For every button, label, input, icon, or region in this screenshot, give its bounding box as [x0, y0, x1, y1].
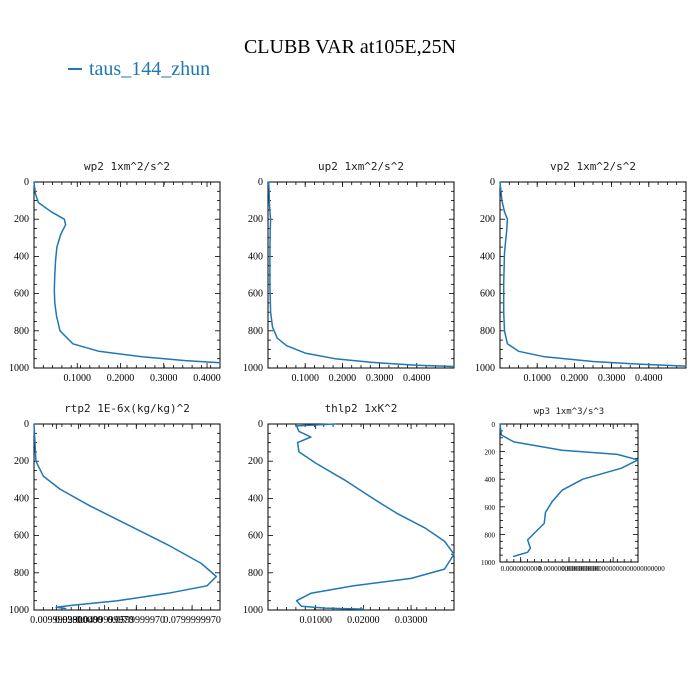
x-tick-label: 0.009999990	[30, 615, 83, 626]
plot-frame	[267, 423, 455, 611]
y-tick-label: 400	[14, 251, 29, 262]
legend-label: taus_144_zhun	[89, 58, 211, 80]
panel-title: rtp2 1E-6x(kg/kg)^2	[64, 402, 190, 415]
y-tick-label: 0	[492, 421, 496, 429]
legend: taus_144_zhun	[68, 58, 210, 81]
y-tick-label: 800	[248, 326, 263, 337]
y-tick-label: 800	[14, 326, 29, 337]
y-tick-label: 800	[480, 326, 495, 337]
y-tick-label: 600	[248, 289, 263, 300]
data-series-line	[33, 423, 218, 610]
y-tick-label: 800	[14, 568, 29, 579]
x-tick-label: 0.3000	[366, 373, 394, 384]
x-tick-label: 0.1000	[291, 373, 319, 384]
x-tick-label: 0.3000	[150, 373, 178, 384]
x-tick-label: 0.0000000000000000000000000000	[562, 565, 666, 573]
y-tick-label: 0	[24, 419, 29, 430]
y-tick-label: 1000	[475, 363, 495, 374]
y-tick-label: 800	[485, 531, 496, 539]
y-tick-label: 200	[14, 214, 29, 225]
y-tick-label: 0	[258, 177, 263, 188]
y-tick-label: 1000	[243, 363, 263, 374]
legend-line-icon	[68, 68, 82, 71]
plot-frame	[33, 181, 221, 369]
y-tick-label: 1000	[481, 559, 496, 567]
plot-frame	[499, 181, 687, 369]
y-tick-label: 600	[480, 289, 495, 300]
y-tick-label: 600	[248, 531, 263, 542]
panel-title: up2 1xm^2/s^2	[318, 160, 404, 173]
panel-title: thlp2 1xK^2	[325, 402, 398, 415]
x-tick-label: 0.2000	[329, 373, 357, 384]
plot-frame	[33, 423, 221, 611]
panel-title: vp2 1xm^2/s^2	[550, 160, 636, 173]
x-tick-label: 0.3000	[598, 373, 626, 384]
y-tick-label: 1000	[9, 605, 29, 616]
x-tick-label: 0.2000	[107, 373, 135, 384]
x-tick-label: 0.0599999970	[108, 615, 166, 626]
figure-title: CLUBB VAR at105E,25N	[243, 36, 457, 58]
data-series-line	[33, 181, 221, 364]
y-tick-label: 0	[258, 419, 263, 430]
x-tick-label: 0.4000	[193, 373, 221, 384]
y-tick-label: 200	[480, 214, 495, 225]
x-tick-label: 0.03000	[395, 615, 428, 626]
x-tick-label: 0.0000000000	[501, 565, 542, 573]
y-tick-label: 0	[490, 177, 495, 188]
x-tick-label: 0.2000	[561, 373, 589, 384]
y-tick-label: 600	[14, 531, 29, 542]
y-tick-label: 600	[14, 289, 29, 300]
y-tick-label: 0	[24, 177, 29, 188]
y-tick-label: 200	[485, 449, 496, 457]
y-tick-label: 400	[485, 476, 496, 484]
y-tick-label: 600	[485, 504, 496, 512]
x-tick-label: 0.0000000000000000	[538, 565, 600, 573]
y-tick-label: 1000	[243, 605, 263, 616]
y-tick-label: 800	[248, 568, 263, 579]
data-series-line	[499, 181, 687, 367]
data-series-line	[499, 423, 639, 558]
panel-title: wp2 1xm^2/s^2	[84, 160, 170, 173]
plot-frame	[267, 181, 455, 369]
y-tick-label: 200	[248, 214, 263, 225]
data-series-line	[295, 423, 455, 610]
x-tick-label: 0.02800000	[55, 615, 103, 626]
data-series-line	[267, 181, 455, 368]
x-tick-label: 0.0499999970	[76, 615, 134, 626]
y-tick-label: 1000	[9, 363, 29, 374]
y-tick-label: 400	[248, 493, 263, 504]
y-tick-label: 200	[248, 456, 263, 467]
x-tick-label: 0.0799999970	[163, 615, 221, 626]
x-tick-label: 0.1000	[64, 373, 92, 384]
x-tick-label: 0.1000	[523, 373, 551, 384]
y-tick-label: 400	[480, 251, 495, 262]
x-tick-label: 0.02000	[347, 615, 380, 626]
y-tick-label: 400	[14, 493, 29, 504]
x-tick-label: 0.01000	[299, 615, 332, 626]
plot-frame	[499, 423, 639, 563]
y-tick-label: 400	[248, 251, 263, 262]
panel-title: wp3 1xm^3/s^3	[534, 407, 604, 417]
x-tick-label: 0.4000	[403, 373, 431, 384]
y-tick-label: 200	[14, 456, 29, 467]
x-tick-label: 0.4000	[635, 373, 663, 384]
